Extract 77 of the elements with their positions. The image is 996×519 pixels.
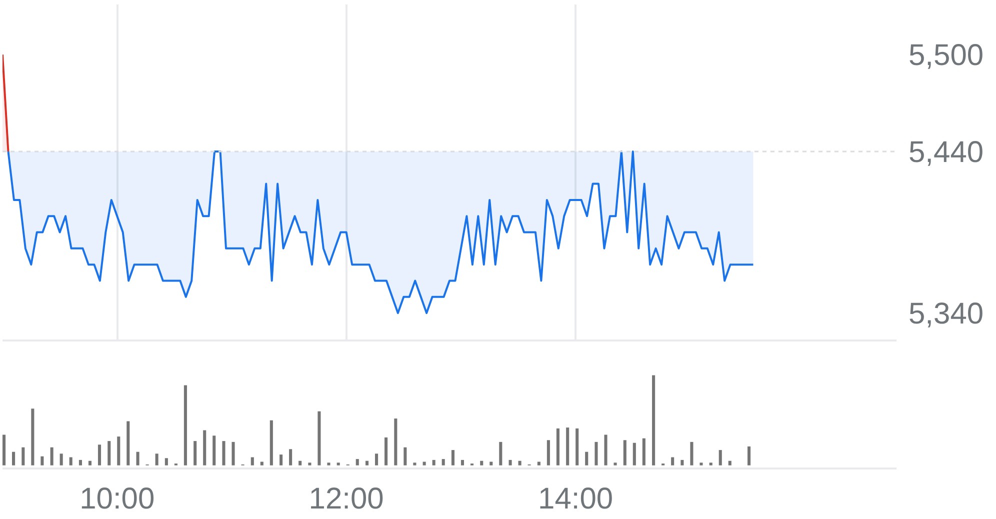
bar [117, 436, 120, 466]
bar [748, 446, 751, 466]
bar [88, 460, 92, 466]
bar [356, 459, 359, 466]
bar [260, 462, 264, 466]
bar [642, 438, 646, 466]
bar [614, 462, 617, 466]
bar [270, 420, 273, 466]
bar [394, 418, 398, 466]
bar [690, 442, 694, 466]
bar [164, 458, 168, 466]
bar [566, 428, 570, 466]
bar [298, 460, 302, 466]
bar [652, 375, 656, 466]
bar [126, 421, 130, 466]
bar [232, 442, 235, 466]
bar [384, 437, 388, 466]
bar [442, 459, 445, 466]
bar [480, 460, 484, 466]
bar [22, 447, 25, 466]
x-tick-label: 12:00 [308, 482, 384, 516]
bar [365, 460, 369, 466]
bar [518, 460, 522, 466]
bar [594, 442, 598, 466]
x-tick-label: 10:00 [80, 482, 155, 516]
bar [623, 440, 626, 466]
bar [50, 447, 54, 466]
bar [212, 436, 216, 466]
bar [604, 434, 608, 466]
bar [413, 462, 416, 466]
y-tick-label: 5,440 [908, 136, 984, 169]
bar [327, 462, 330, 466]
bar [155, 454, 158, 466]
bar [375, 454, 378, 466]
bar [203, 430, 206, 466]
bar [700, 462, 703, 466]
bar [308, 462, 312, 466]
bar [280, 454, 283, 466]
bar [69, 457, 72, 466]
bar [108, 441, 111, 466]
x-tick-label: 14:00 [538, 482, 614, 516]
bar [194, 441, 197, 466]
bar [78, 460, 82, 466]
y-tick-label: 5,340 [908, 298, 984, 331]
bar [576, 428, 579, 466]
bar [671, 457, 674, 466]
bar [490, 462, 493, 466]
bar [250, 457, 254, 466]
bar [508, 460, 512, 466]
bar [432, 460, 436, 466]
bar [422, 462, 426, 466]
bar [60, 454, 63, 466]
bar [289, 449, 292, 466]
bar [728, 460, 732, 466]
bar [537, 462, 540, 466]
bar [556, 428, 560, 466]
bar [546, 440, 550, 466]
bar [184, 385, 187, 466]
bar [404, 447, 407, 466]
bar [585, 452, 588, 466]
bar [2, 434, 6, 466]
bar [98, 444, 102, 466]
bar [460, 460, 464, 466]
bar [318, 411, 321, 466]
bar [680, 460, 684, 466]
bar [718, 450, 722, 466]
y-tick-label: 5,500 [908, 39, 984, 72]
bar [709, 462, 712, 466]
bar [222, 441, 226, 466]
bar [40, 456, 44, 466]
bar [12, 452, 16, 466]
bar [31, 408, 34, 466]
bar [499, 442, 502, 466]
bar [451, 450, 454, 466]
bar [136, 452, 140, 466]
bar [336, 462, 340, 466]
bar [632, 442, 636, 466]
